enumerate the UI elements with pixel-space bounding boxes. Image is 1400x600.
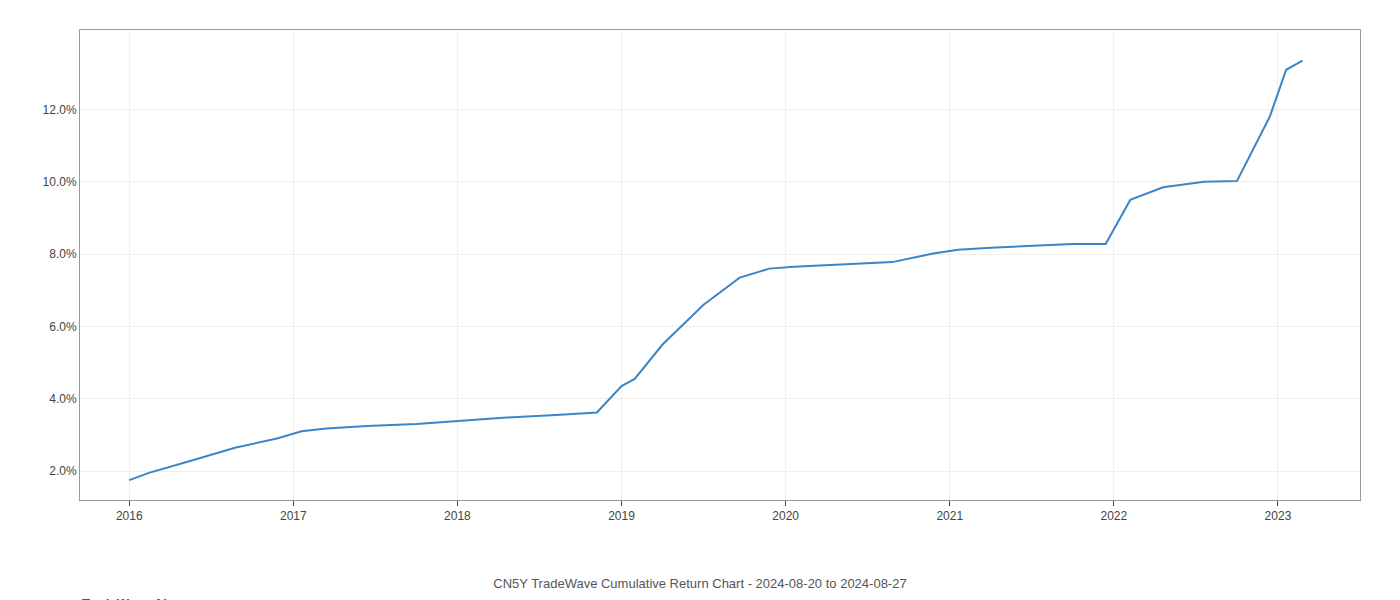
svg-text:2020: 2020 — [772, 509, 799, 523]
svg-text:2022: 2022 — [1100, 509, 1127, 523]
svg-text:CN5Y TradeWave Cumulative Retu: CN5Y TradeWave Cumulative Return Chart -… — [493, 576, 906, 591]
svg-text:6.0%: 6.0% — [49, 320, 77, 334]
svg-text:8.0%: 8.0% — [49, 247, 77, 261]
svg-text:TradeWave.AI: TradeWave.AI — [82, 596, 167, 600]
svg-text:4.0%: 4.0% — [49, 392, 77, 406]
svg-text:2021: 2021 — [936, 509, 963, 523]
svg-text:2017: 2017 — [280, 509, 307, 523]
svg-text:2018: 2018 — [444, 509, 471, 523]
svg-text:2023: 2023 — [1265, 509, 1292, 523]
svg-text:2016: 2016 — [116, 509, 143, 523]
svg-text:2.0%: 2.0% — [49, 464, 77, 478]
svg-text:2019: 2019 — [608, 509, 635, 523]
svg-text:10.0%: 10.0% — [43, 175, 77, 189]
svg-text:12.0%: 12.0% — [43, 103, 77, 117]
